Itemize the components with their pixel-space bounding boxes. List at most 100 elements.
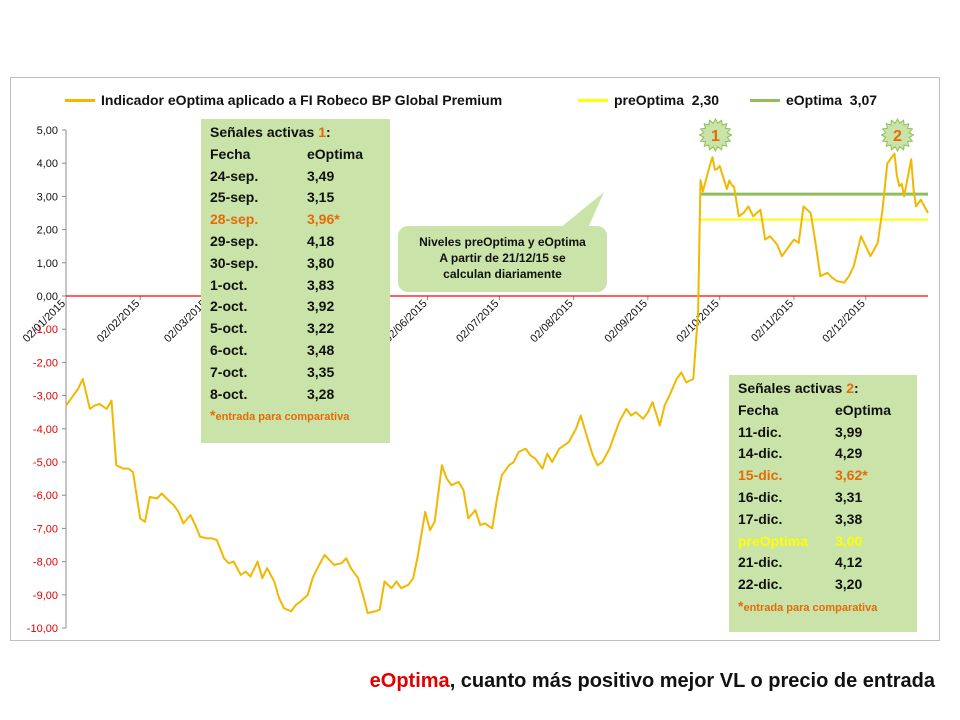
panel1-row-date: 8-oct. — [210, 385, 248, 402]
legend-preoptima: preOptima 2,30 — [578, 90, 719, 110]
y-tick-label: 3,00 — [37, 191, 58, 203]
panel2-note: *entrada para comparativa — [738, 597, 878, 614]
panel2-row-date: 17-dic. — [738, 510, 783, 527]
panel2-row-date: 22-dic. — [738, 576, 783, 593]
panel2-row-date: 21-dic. — [738, 554, 783, 571]
panel1-rows: 24-sep. 3,49 25-sep. 3,15 28-sep. 3,96* 29-sep… — [210, 166, 390, 406]
panel2-rows: 11-dic. 3,99 14-dic. 4,29 15-dic. 3,62* 16-dic… — [738, 422, 917, 596]
panel2-row-value: 4,12 — [835, 554, 863, 571]
panel1-row-date: 24-sep. — [210, 167, 259, 184]
panel1-row-value: 3,80 — [307, 254, 335, 271]
signals-panel-1: Señales activas 1: Fecha eOptima 24-sep.… — [201, 119, 390, 443]
panel1-row: 30-sep. 3,80 — [210, 253, 390, 275]
panel2-row: 17-dic. 3,38 — [738, 509, 917, 531]
x-tick-label: 02/09/2015 — [603, 298, 650, 345]
signal-marker-label: 2 — [893, 128, 902, 145]
legend-eoptima: eOptima 3,07 — [750, 90, 877, 110]
panel1-row-value: 3,92 — [307, 298, 335, 315]
panel2-header: Fecha eOptima — [738, 400, 917, 422]
callout-line-2: A partir de 21/12/15 se — [439, 251, 566, 265]
panel1-row-value: 4,18 — [307, 232, 335, 249]
panel1-row: 25-sep. 3,15 — [210, 187, 390, 209]
panel2-row-value: 4,29 — [835, 445, 863, 462]
y-tick-label: 4,00 — [37, 158, 58, 170]
y-tick-label: -1,00 — [33, 324, 58, 336]
y-tick-label: 5,00 — [37, 125, 58, 137]
panel2-row-date: 14-dic. — [738, 445, 783, 462]
panel2-row-date: 15-dic. — [738, 467, 783, 484]
y-tick-label: 2,00 — [37, 225, 58, 237]
panel1-row-date: 2-oct. — [210, 298, 248, 315]
panel2-row: 15-dic. 3,62* — [738, 465, 917, 487]
signals-panel-2: Señales activas 2: Fecha eOptima 11-dic.… — [729, 375, 917, 632]
panel1-row-date: 28-sep. — [210, 211, 259, 228]
panel1-row: 5-oct. 3,22 — [210, 318, 390, 340]
footer-rest: , cuanto más positivo mejor VL o precio … — [449, 670, 935, 692]
panel1-header: Fecha eOptima — [210, 144, 390, 166]
panel1-row-value: 3,35 — [307, 363, 335, 380]
panel1-row-value: 3,48 — [307, 341, 335, 358]
panel1-row-date: 7-oct. — [210, 363, 248, 380]
panel1-note: *entrada para comparativa — [210, 407, 350, 424]
y-tick-label: 0,00 — [37, 291, 58, 303]
signal-marker-badge — [880, 117, 915, 153]
panel2-title: Señales activas 2: — [738, 380, 859, 396]
panel2-row-date: preOptima — [738, 532, 809, 549]
x-tick-label: 02/07/2015 — [454, 298, 501, 345]
legend-swatch-eoptima — [750, 98, 780, 102]
panel2-row-value: 3,31 — [835, 488, 863, 505]
y-tick-label: 1,00 — [37, 258, 58, 270]
y-tick-label: -4,00 — [33, 424, 58, 436]
y-tick-label: -3,00 — [33, 391, 58, 403]
panel2-row-value: 3,99 — [835, 423, 863, 440]
legend-label-main: Indicador eOptima aplicado a FI Robeco B… — [101, 92, 503, 108]
x-tick-label: 02/01/2015 — [21, 298, 68, 345]
y-tick-label: -10,00 — [27, 623, 58, 635]
legend-label-eoptima: eOptima 3,07 — [786, 92, 878, 108]
panel1-row-value: 3,22 — [307, 320, 335, 337]
panel1-row-value: 3,28 — [307, 385, 335, 402]
callout-line-1: Niveles preOptima y eOptima — [419, 235, 586, 249]
panel1-row: 24-sep. 3,49 — [210, 166, 390, 188]
panel1-row: 7-oct. 3,35 — [210, 362, 390, 384]
y-tick-label: -8,00 — [33, 557, 58, 569]
panel1-row: 1-oct. 3,83 — [210, 275, 390, 297]
y-tick-label: -6,00 — [33, 490, 58, 502]
panel1-row-value: 3,96* — [307, 211, 340, 228]
panel2-row: 22-dic. 3,20 — [738, 574, 917, 596]
panel1-row-value: 3,49 — [307, 167, 335, 184]
panel2-row-value: 3,62* — [835, 467, 868, 484]
panel1-title: Señales activas 1: — [210, 124, 331, 140]
panel2-row-value: 3,20 — [835, 576, 863, 593]
panel2-row: 21-dic. 4,12 — [738, 552, 917, 574]
x-tick-label: 02/02/2015 — [95, 298, 142, 345]
x-tick-label: 02/11/2015 — [749, 298, 796, 345]
panel1-header-date: Fecha — [210, 145, 251, 162]
x-tick-label: 02/08/2015 — [528, 298, 575, 345]
y-tick-label: -9,00 — [33, 590, 58, 602]
panel1-row-date: 29-sep. — [210, 232, 259, 249]
panel2-row-date: 16-dic. — [738, 488, 783, 505]
y-tick-label: -2,00 — [33, 357, 58, 369]
chart-frame — [10, 77, 940, 641]
panel1-row: 29-sep. 4,18 — [210, 231, 390, 253]
callout-line-3: calculan diariamente — [443, 267, 562, 281]
series-line-eoptima — [65, 152, 929, 615]
panel2-row: preOptima 3,00 — [738, 531, 917, 553]
legend-main-series: Indicador eOptima aplicado a FI Robeco B… — [65, 90, 502, 110]
callout-note: Niveles preOptima y eOptima A partir de … — [398, 226, 607, 292]
panel1-row-value: 3,83 — [307, 276, 335, 293]
panel1-row-value: 3,15 — [307, 189, 335, 206]
signal-marker-label: 1 — [711, 128, 720, 145]
panel1-row-date: 6-oct. — [210, 341, 248, 358]
panel1-row: 8-oct. 3,28 — [210, 384, 390, 406]
panel2-row-value: 3,00 — [835, 532, 863, 549]
panel1-row: 28-sep. 3,96* — [210, 209, 390, 231]
panel2-row: 14-dic. 4,29 — [738, 443, 917, 465]
y-tick-label: -7,00 — [33, 523, 58, 535]
legend-label-preoptima: preOptima 2,30 — [614, 92, 720, 108]
panel1-row-date: 25-sep. — [210, 189, 259, 206]
y-tick-label: -5,00 — [33, 457, 58, 469]
panel1-row: 6-oct. 3,48 — [210, 340, 390, 362]
